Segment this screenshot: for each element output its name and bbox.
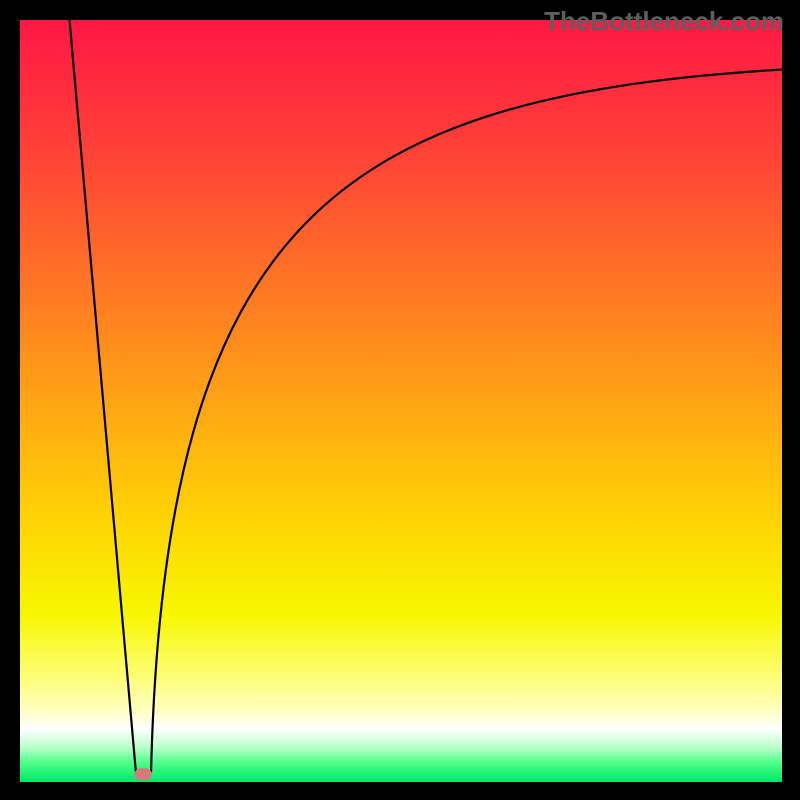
minimum-marker: [135, 769, 152, 780]
chart-container: TheBottleneck.com: [0, 0, 800, 800]
watermark-text: TheBottleneck.com: [544, 6, 784, 37]
plot-area: [20, 20, 782, 782]
